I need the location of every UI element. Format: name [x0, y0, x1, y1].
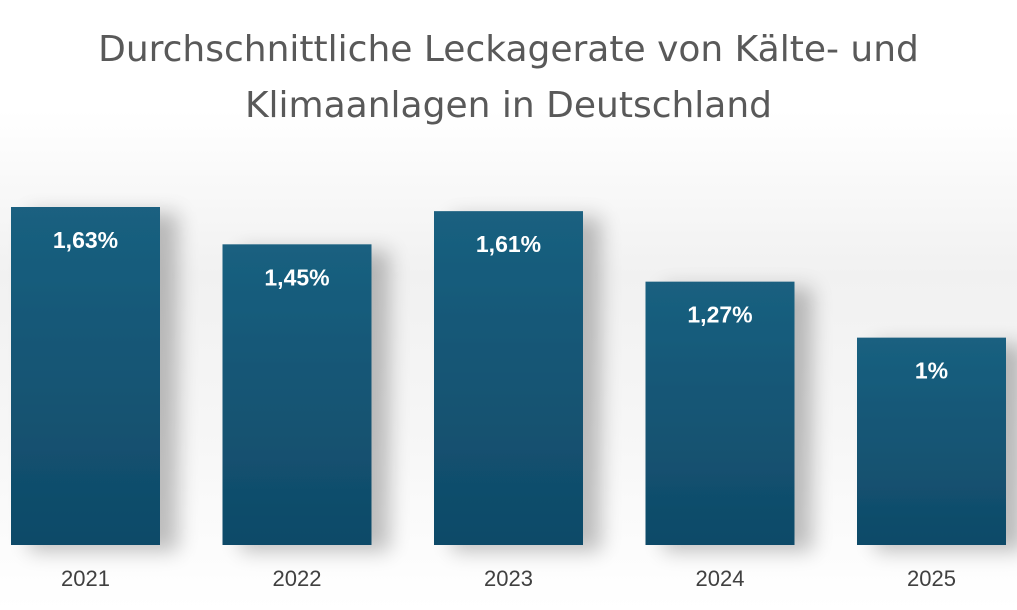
x-axis-ticks: 2021 2022 2023 2024 2025 — [61, 566, 956, 591]
bars-group — [11, 207, 1006, 546]
value-label-2023: 1,61% — [476, 231, 541, 257]
value-labels-group: 1,63% 1,45% 1,61% 1,27% 1% — [53, 227, 948, 384]
chart-title-line-1: Durchschnittliche Leckagerate von Kälte-… — [98, 29, 919, 70]
bar-2024 — [645, 281, 795, 545]
x-tick-label-2024: 2024 — [696, 566, 745, 591]
bar-2022 — [222, 244, 372, 546]
x-tick-label-2021: 2021 — [61, 566, 110, 591]
bar-2021 — [11, 207, 160, 545]
x-tick-label-2025: 2025 — [907, 566, 956, 591]
x-tick-label-2023: 2023 — [484, 566, 533, 591]
chart-title: Durchschnittliche Leckagerate von Kälte-… — [0, 22, 1017, 134]
chart-title-line-2: Klimaanlagen in Deutschland — [244, 85, 773, 126]
bar-2023 — [434, 211, 583, 546]
value-label-2025: 1% — [915, 358, 948, 384]
value-label-2021: 1,63% — [53, 227, 118, 253]
value-label-2024: 1,27% — [687, 302, 752, 328]
bar-2025 — [857, 337, 1006, 545]
value-label-2022: 1,45% — [264, 264, 329, 290]
x-tick-label-2022: 2022 — [273, 566, 322, 591]
